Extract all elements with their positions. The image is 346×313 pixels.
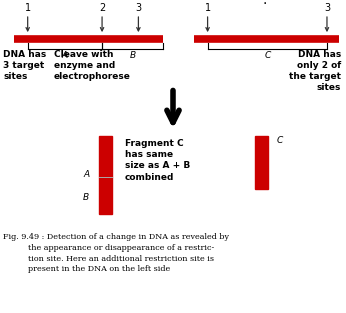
Bar [255,136,268,189]
Text: 1: 1 [25,3,31,13]
Text: DNA has
3 target
sites: DNA has 3 target sites [3,50,47,81]
Text: A: A [83,170,89,179]
Text: 3: 3 [324,3,330,13]
Text: Fragment C
has same
size as A + B
combined: Fragment C has same size as A + B combin… [125,139,190,182]
Text: Cleave with
enzyme and
electrophorese: Cleave with enzyme and electrophorese [54,50,130,81]
Text: C: C [277,136,283,145]
Text: B: B [129,51,135,60]
Text: 2: 2 [99,3,105,13]
Text: A: A [62,51,68,60]
Text: ·: · [263,0,267,11]
Text: 1: 1 [204,3,211,13]
Text: Fig. 9.49 : Detection of a change in DNA as revealed by
          the appearance: Fig. 9.49 : Detection of a change in DNA… [3,233,229,273]
Text: DNA has
only 2 of
the target
sites: DNA has only 2 of the target sites [289,50,341,92]
Text: B: B [83,193,89,202]
Text: 3: 3 [135,3,142,13]
Text: C: C [264,51,271,60]
Bar [99,136,112,214]
